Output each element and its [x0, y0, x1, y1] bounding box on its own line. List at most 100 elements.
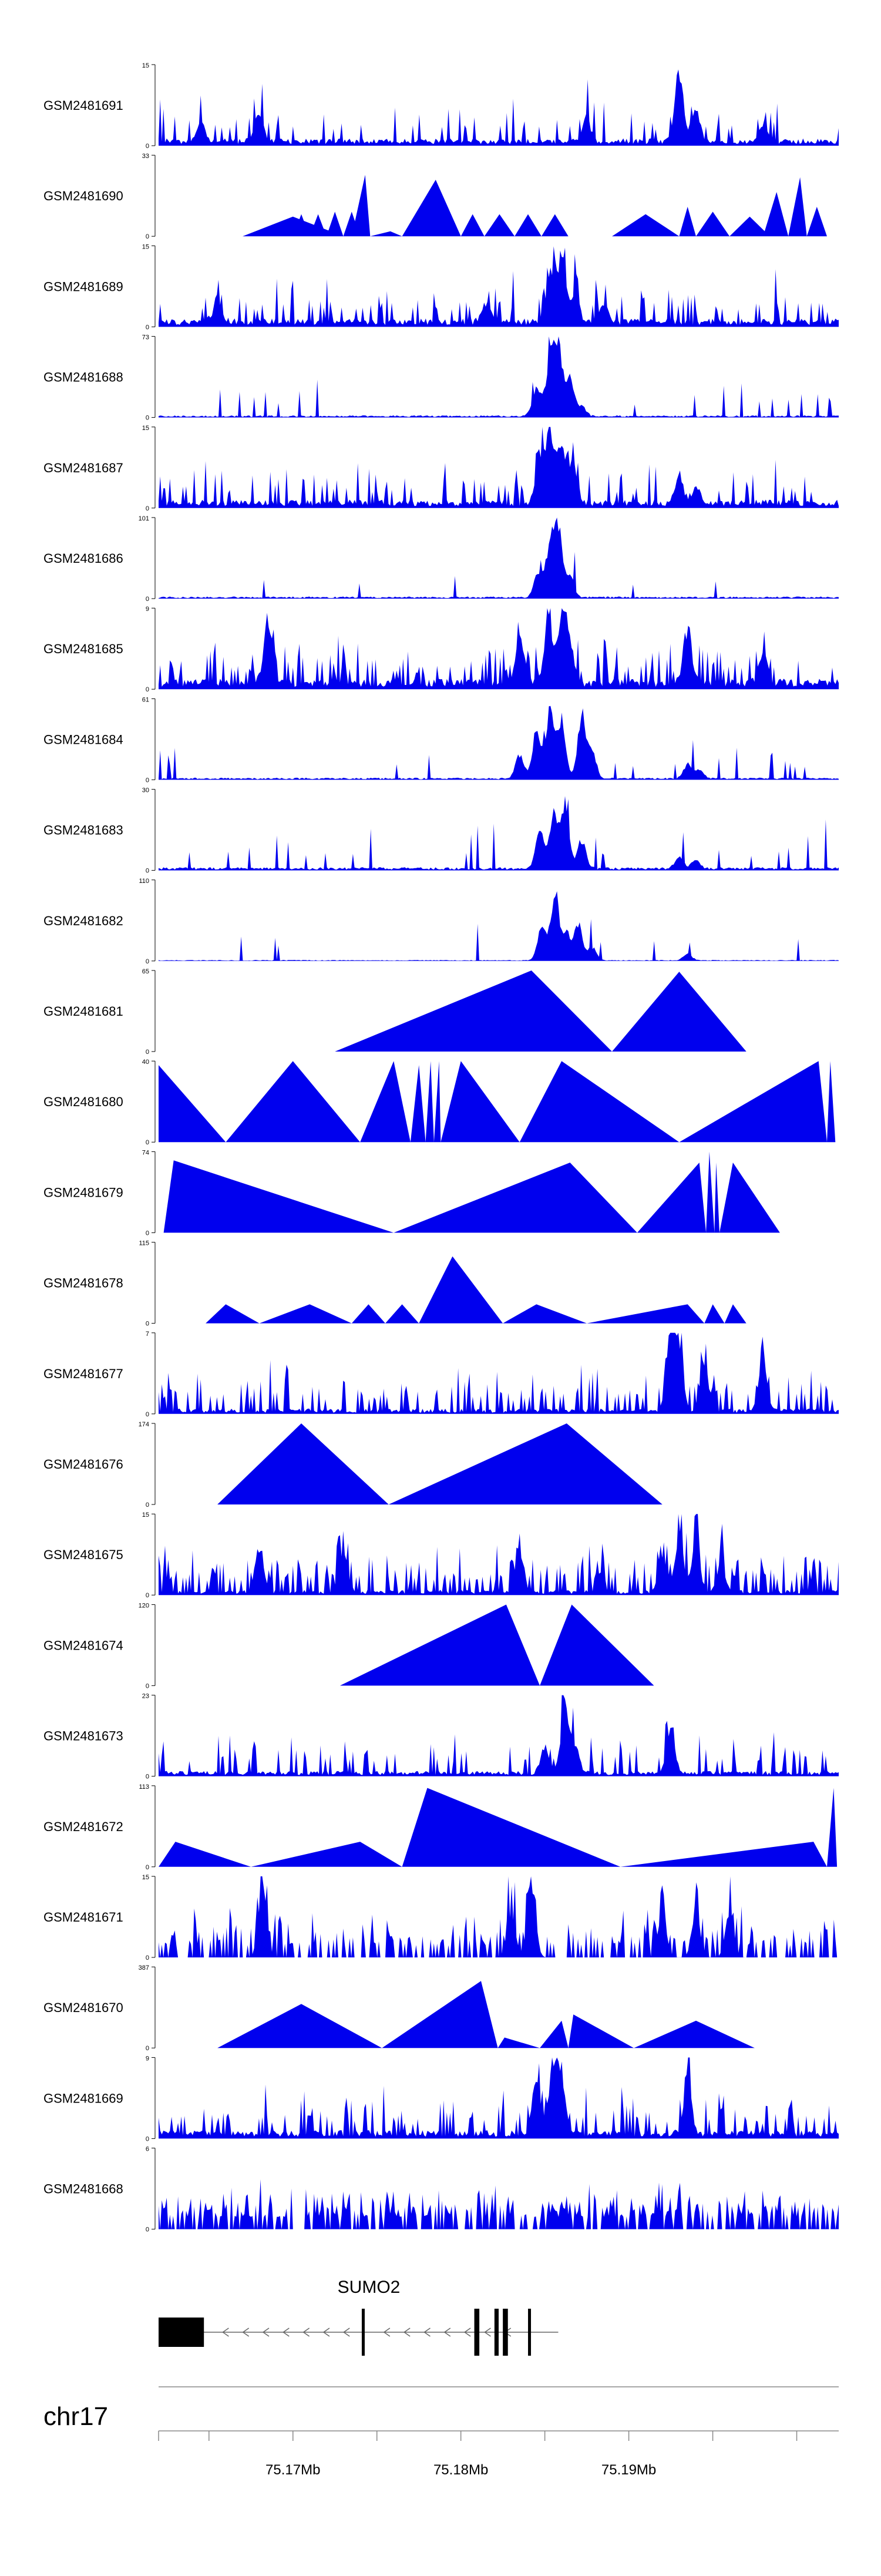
track-label: GSM2481689: [43, 279, 123, 294]
strand-arrow: [282, 2328, 290, 2337]
y-max-label: 15: [142, 243, 149, 250]
y-max-label: 23: [142, 1693, 149, 1700]
track-label: GSM2481685: [43, 642, 123, 656]
strand-arrow: [302, 2328, 310, 2337]
exon: [503, 2309, 508, 2356]
track-GSM2481684: GSM2481684 61 0: [43, 696, 839, 784]
genome-axis: chr17 75.17Mb 75.18Mb 75.19Mb: [43, 2386, 839, 2478]
signal-area: [159, 336, 839, 418]
y-min-label: 0: [146, 1864, 149, 1871]
track-GSM2481680: GSM2481680 40 0: [43, 1059, 839, 1146]
track-GSM2481685: GSM2481685 9 0: [43, 606, 839, 693]
y-max-label: 15: [142, 1512, 149, 1519]
track-label: GSM2481679: [43, 1185, 123, 1200]
strand-arrow: [242, 2328, 250, 2337]
y-min-label: 0: [146, 868, 149, 875]
track-GSM2481670: GSM2481670 387 0: [43, 1964, 839, 2052]
axis-tick-label: 75.19Mb: [601, 2462, 656, 2478]
signal-area: [159, 706, 839, 780]
data-tracks: GSM2481691150GSM2481690330GSM2481689150G…: [43, 62, 839, 2234]
y-max-label: 113: [139, 1784, 149, 1791]
y-max-label: 30: [142, 787, 149, 794]
y-min-label: 0: [146, 1321, 149, 1328]
track-label: GSM2481677: [43, 1366, 123, 1381]
y-min-label: 0: [146, 1411, 149, 1418]
strand-arrow: [383, 2328, 391, 2337]
track-label: GSM2481674: [43, 1638, 123, 1653]
track-label: GSM2481682: [43, 913, 123, 928]
signal-area: [159, 1061, 839, 1143]
y-min-label: 0: [146, 415, 149, 422]
y-min-label: 0: [146, 2045, 149, 2052]
track-label: GSM2481687: [43, 461, 123, 475]
y-min-label: 0: [146, 1592, 149, 1599]
track-label: GSM2481669: [43, 2091, 123, 2105]
track-GSM2481677: GSM2481677 7 0: [43, 1331, 839, 1418]
track-label: GSM2481678: [43, 1276, 123, 1291]
track-GSM2481675: GSM2481675 15 0: [43, 1512, 839, 1599]
y-min-label: 0: [146, 596, 149, 603]
track-GSM2481689: GSM2481689 15 0: [43, 243, 839, 331]
strand-arrow: [262, 2328, 270, 2337]
track-GSM2481671: GSM2481671 15 0: [43, 1874, 839, 1962]
chromosome-label: chr17: [43, 2402, 108, 2431]
signal-area: [159, 1695, 839, 1776]
y-max-label: 110: [139, 878, 149, 885]
exon: [528, 2309, 532, 2356]
y-max-label: 61: [142, 696, 149, 703]
track-GSM2481668: GSM2481668 6 0: [43, 2146, 839, 2234]
exon: [474, 2309, 480, 2356]
y-max-label: 101: [139, 515, 149, 522]
strand-arrow: [484, 2328, 491, 2337]
signal-area: [159, 970, 839, 1052]
signal-area: [159, 2179, 839, 2229]
track-label: GSM2481680: [43, 1094, 123, 1109]
track-label: GSM2481673: [43, 1729, 123, 1744]
track-label: GSM2481688: [43, 370, 123, 385]
gene-label: SUMO2: [338, 2278, 401, 2297]
y-min-label: 0: [146, 233, 149, 240]
y-max-label: 174: [139, 1421, 149, 1428]
track-label: GSM2481684: [43, 732, 123, 747]
strand-arrow: [322, 2328, 330, 2337]
signal-area: [159, 174, 839, 237]
y-min-label: 0: [146, 1774, 149, 1781]
track-GSM2481678: GSM2481678 115 0: [43, 1240, 839, 1328]
y-max-label: 7: [146, 1331, 149, 1338]
signal-area: [159, 69, 839, 146]
y-max-label: 9: [146, 606, 149, 613]
strand-arrow: [423, 2328, 431, 2337]
y-max-label: 115: [139, 1240, 149, 1247]
signal-area: [159, 1876, 839, 1957]
y-max-label: 9: [146, 2055, 149, 2062]
axis-tick-label: 75.17Mb: [265, 2462, 320, 2478]
y-max-label: 387: [139, 1964, 149, 1972]
signal-area: [159, 1981, 839, 2048]
y-min-label: 0: [146, 1502, 149, 1509]
track-GSM2481687: GSM2481687 15 0: [43, 425, 839, 512]
track-GSM2481681: GSM2481681 65 0: [43, 968, 839, 1056]
track-label: GSM2481676: [43, 1457, 123, 1472]
y-max-label: 33: [142, 153, 149, 160]
y-min-label: 0: [146, 1954, 149, 1962]
signal-area: [159, 246, 839, 327]
y-min-label: 0: [146, 777, 149, 784]
y-min-label: 0: [146, 1230, 149, 1237]
track-GSM2481672: GSM2481672 113 0: [43, 1784, 839, 1871]
y-max-label: 15: [142, 1874, 149, 1881]
y-min-label: 0: [146, 1049, 149, 1056]
track-label: GSM2481675: [43, 1547, 123, 1562]
signal-area: [159, 1514, 839, 1596]
track-label: GSM2481690: [43, 189, 123, 203]
strand-arrow: [463, 2328, 471, 2337]
track-GSM2481682: GSM2481682 110 0: [43, 878, 839, 965]
signal-area: [159, 1604, 839, 1686]
y-min-label: 0: [146, 143, 149, 150]
track-GSM2481683: GSM2481683 30 0: [43, 787, 839, 875]
axis-tick-label: 75.18Mb: [433, 2462, 488, 2478]
track-label: GSM2481668: [43, 2182, 123, 2197]
track-GSM2481691: GSM2481691 15 0: [43, 62, 839, 150]
y-min-label: 0: [146, 1139, 149, 1146]
y-min-label: 0: [146, 1682, 149, 1690]
track-label: GSM2481683: [43, 823, 123, 838]
